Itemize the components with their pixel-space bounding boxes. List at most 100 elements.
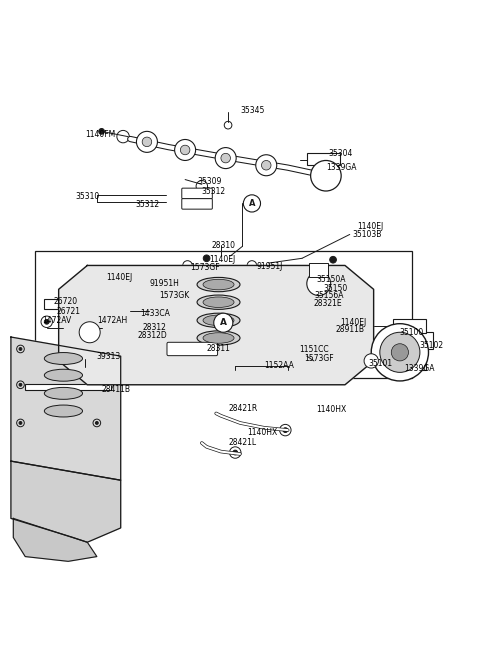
Circle shape <box>83 320 87 324</box>
Circle shape <box>371 324 429 381</box>
Text: 28310: 28310 <box>211 241 235 250</box>
Ellipse shape <box>197 295 240 309</box>
Circle shape <box>315 299 318 302</box>
Text: 35345: 35345 <box>240 106 264 115</box>
Circle shape <box>203 255 210 261</box>
FancyBboxPatch shape <box>182 188 212 198</box>
Bar <box>25 384 111 390</box>
Circle shape <box>215 147 236 168</box>
Text: 1573GF: 1573GF <box>304 354 334 363</box>
Circle shape <box>180 145 190 155</box>
Text: 35101: 35101 <box>369 359 393 368</box>
Text: A: A <box>249 199 255 208</box>
FancyBboxPatch shape <box>167 343 217 356</box>
Circle shape <box>307 272 331 295</box>
Text: 1573GF: 1573GF <box>190 263 219 272</box>
Text: 28421R: 28421R <box>228 404 257 413</box>
Text: 39313: 39313 <box>97 352 121 361</box>
Ellipse shape <box>203 333 234 343</box>
Bar <box>309 263 328 277</box>
Text: 28311: 28311 <box>206 345 230 354</box>
Ellipse shape <box>203 279 234 290</box>
Ellipse shape <box>44 387 83 400</box>
Text: 1140HX: 1140HX <box>247 428 277 437</box>
Circle shape <box>233 450 238 455</box>
Text: 35100: 35100 <box>400 328 424 337</box>
Text: 35312: 35312 <box>135 200 159 209</box>
Text: 1339GA: 1339GA <box>405 364 435 373</box>
Text: 1433CA: 1433CA <box>140 309 169 318</box>
Circle shape <box>103 272 110 279</box>
Circle shape <box>221 153 230 163</box>
Circle shape <box>84 327 96 338</box>
Circle shape <box>380 332 420 372</box>
Bar <box>35 251 412 378</box>
Text: 1140EJ: 1140EJ <box>357 222 383 231</box>
Text: 26721: 26721 <box>56 307 80 316</box>
Text: 35310: 35310 <box>75 192 100 201</box>
Text: 28411B: 28411B <box>102 385 131 394</box>
Bar <box>402 332 433 349</box>
Text: 35102: 35102 <box>419 341 443 350</box>
Text: 1472AH: 1472AH <box>97 316 127 325</box>
Ellipse shape <box>197 313 240 328</box>
Circle shape <box>19 422 22 424</box>
Circle shape <box>170 292 176 298</box>
Circle shape <box>214 313 233 332</box>
Circle shape <box>96 348 98 350</box>
Circle shape <box>19 383 22 386</box>
Text: 28911B: 28911B <box>336 326 364 335</box>
Ellipse shape <box>44 352 83 364</box>
Circle shape <box>99 128 105 134</box>
Text: 35103B: 35103B <box>352 230 382 239</box>
Circle shape <box>262 160 271 170</box>
Bar <box>316 158 336 170</box>
Text: 28312D: 28312D <box>137 331 167 340</box>
Text: 1140FM: 1140FM <box>85 130 115 139</box>
Circle shape <box>330 256 336 263</box>
Ellipse shape <box>197 331 240 345</box>
Text: 35156A: 35156A <box>314 291 344 300</box>
Text: 1140EJ: 1140EJ <box>340 318 366 328</box>
Circle shape <box>175 140 196 160</box>
Ellipse shape <box>197 277 240 291</box>
Bar <box>56 350 114 358</box>
FancyBboxPatch shape <box>182 198 212 209</box>
Polygon shape <box>11 337 120 480</box>
Circle shape <box>243 195 261 212</box>
Circle shape <box>96 383 98 386</box>
Circle shape <box>142 137 152 147</box>
Circle shape <box>19 348 22 350</box>
Circle shape <box>283 428 288 432</box>
Bar <box>44 299 75 309</box>
Text: 35309: 35309 <box>197 178 221 187</box>
Text: 35312: 35312 <box>202 187 226 196</box>
Circle shape <box>391 344 408 361</box>
Text: 35150A: 35150A <box>316 275 346 284</box>
Text: 91951H: 91951H <box>149 278 179 288</box>
Text: 91951J: 91951J <box>257 263 283 271</box>
Text: 35150: 35150 <box>324 284 348 293</box>
Text: 35304: 35304 <box>328 149 353 158</box>
Polygon shape <box>11 461 120 542</box>
Text: A: A <box>220 318 227 328</box>
Circle shape <box>44 320 49 324</box>
Circle shape <box>311 160 341 191</box>
Text: 28321E: 28321E <box>314 299 343 308</box>
Text: 1573GK: 1573GK <box>159 291 189 300</box>
Bar <box>307 153 340 165</box>
Text: 1151CC: 1151CC <box>300 345 329 354</box>
Circle shape <box>79 322 100 343</box>
Polygon shape <box>13 518 97 561</box>
Ellipse shape <box>44 405 83 417</box>
Text: 28312: 28312 <box>142 323 166 332</box>
Circle shape <box>337 318 344 325</box>
Text: 28421L: 28421L <box>228 438 256 447</box>
Text: 1339GA: 1339GA <box>326 163 356 172</box>
Circle shape <box>96 422 98 424</box>
Text: 26720: 26720 <box>54 297 78 306</box>
Ellipse shape <box>203 297 234 307</box>
Text: 1140EJ: 1140EJ <box>209 255 235 264</box>
Circle shape <box>136 132 157 153</box>
Ellipse shape <box>44 369 83 381</box>
